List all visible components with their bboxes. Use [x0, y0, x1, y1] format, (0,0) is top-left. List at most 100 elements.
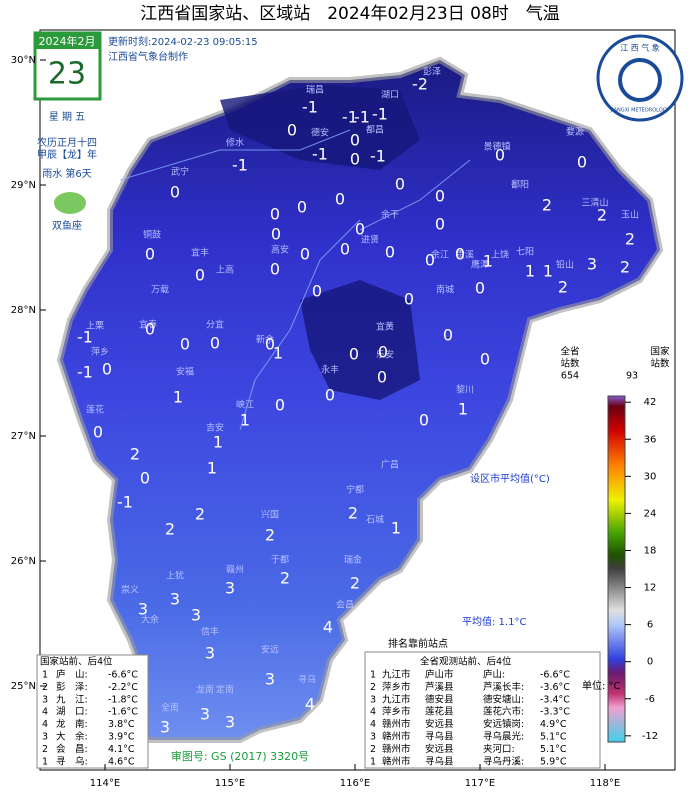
city-name: 乐安 [376, 349, 394, 361]
city-name: 高安 [271, 244, 289, 256]
station-value: -1 [77, 363, 93, 382]
province-shape [56, 56, 664, 743]
station-value: 2 [597, 206, 607, 225]
colorbar-label: 18 [644, 545, 657, 556]
city-name: 上饶 [491, 249, 509, 261]
station-value: 0 [335, 190, 345, 209]
producer: 江西省气象台制作 [108, 50, 188, 63]
lon-label: 118°E [590, 778, 620, 789]
city-name: 进贤 [361, 235, 379, 246]
lon-label: 116°E [340, 778, 370, 789]
lat-label: 25°N [11, 681, 36, 692]
station-value: 2 [165, 520, 175, 539]
station-value: 0 [425, 251, 435, 270]
rank-cell: 萍乡市 [382, 681, 411, 693]
station-value: 1 [543, 262, 553, 281]
station-value: 0 [275, 396, 285, 415]
station-value: 2 [195, 505, 205, 524]
rank-cell: 2 [370, 744, 376, 755]
rank-cell: 莲花六市: [483, 706, 524, 718]
rank-cell: 5.1°C [540, 732, 567, 743]
rank-cell: 1 [370, 670, 376, 681]
rank-cell: 夹河口: [483, 743, 515, 755]
station-value: -1 [232, 156, 248, 175]
review-number: 审图号: GS (2017) 3320号 [171, 749, 309, 763]
station-value: 0 [350, 150, 360, 169]
station-value: 0 [355, 220, 365, 239]
rivers [119, 129, 471, 431]
extreme-title: 排名靠前站点 [388, 637, 448, 650]
city-name: 彭泽 [423, 66, 441, 78]
legend-header: 站数 [650, 358, 670, 370]
lat-label: 30°N [11, 55, 36, 66]
unit: 单位: °C [582, 679, 621, 692]
station-value: 0 [435, 215, 445, 234]
calendar-day: 23 [48, 57, 86, 92]
city-name: 玉山 [621, 210, 639, 221]
logo-bottom: JIANGXI METEOROLOGY [610, 108, 671, 114]
rank-cell: 4.1°C [108, 744, 135, 755]
lat-label: 29°N [11, 180, 36, 191]
city-name: 婺源 [566, 127, 584, 138]
rank-cell: 芦溪长丰: [483, 681, 524, 693]
city-avg-label: 设区市平均值(°C) [470, 472, 550, 485]
station-value: 0 [395, 175, 405, 194]
rank-cell: 1 [42, 670, 48, 681]
weekday: 星 期 五 [49, 111, 85, 123]
city-name: 余干 [381, 209, 399, 221]
station-value: 0 [102, 360, 112, 379]
rank-cell: 4 [42, 707, 48, 718]
average: 平均值: 1.1°C [462, 615, 526, 628]
city-name: 萍乡 [91, 347, 109, 358]
city-name: 鄱阳 [511, 180, 529, 191]
city-name: 湖口 [381, 90, 399, 101]
station-value: 1 [391, 519, 401, 538]
cold-region [220, 85, 420, 400]
city-name: 景德镇 [483, 141, 510, 153]
rank-cell: 萍乡市 [382, 706, 411, 718]
city-name: 宜黄 [376, 321, 394, 333]
colorbar-label: -6 [645, 694, 655, 705]
station-value: 0 [404, 290, 414, 309]
station-value: 0 [495, 146, 505, 165]
city-name: 信丰 [201, 626, 219, 638]
station-value: 0 [312, 282, 322, 301]
city-name: 上犹 [166, 571, 184, 582]
station-value: 0 [350, 131, 360, 150]
rank-cell: 3.8°C [108, 719, 135, 730]
legend-total: 93 [626, 371, 638, 382]
city-name: 吉安 [206, 422, 224, 434]
rank-cell: 赣州市 [382, 718, 411, 730]
city-name: 三清山 [581, 197, 608, 209]
station-value: 2 [280, 569, 290, 588]
station-value: -1 [370, 147, 386, 166]
city-name: 鹰潭 [471, 259, 489, 271]
colorbar-label: 36 [644, 434, 657, 445]
city-name: 铅山 [556, 259, 574, 271]
city-name: 南城 [436, 284, 454, 296]
city-name: 莲花 [86, 404, 104, 416]
station-value: 4 [323, 618, 333, 637]
station-value: 0 [377, 368, 387, 387]
city-name: 会昌 [336, 599, 354, 611]
all-rank-title: 全省观测站前、后4位 [420, 656, 512, 668]
station-value: 0 [195, 266, 205, 285]
station-value: 3 [225, 713, 235, 732]
station-value: 3 [200, 705, 210, 724]
rank-cell: 3 [370, 732, 376, 743]
city-name: 余江 [431, 249, 449, 261]
city-name: 铜鼓 [143, 229, 161, 241]
station-value: 0 [180, 335, 190, 354]
station-value: 2 [625, 230, 635, 249]
colorbar-label: 6 [647, 620, 653, 631]
station-value: 0 [93, 423, 103, 442]
station-value: 1 [240, 411, 250, 430]
station-value: 1 [273, 344, 283, 363]
station-value: 2 [558, 278, 568, 297]
city-name: 于都 [271, 555, 289, 566]
rank-cell: 2 [42, 682, 48, 693]
colorbar-label: 0 [647, 657, 653, 668]
city-name: 七阳 [516, 247, 534, 258]
logo-mark [618, 58, 662, 102]
